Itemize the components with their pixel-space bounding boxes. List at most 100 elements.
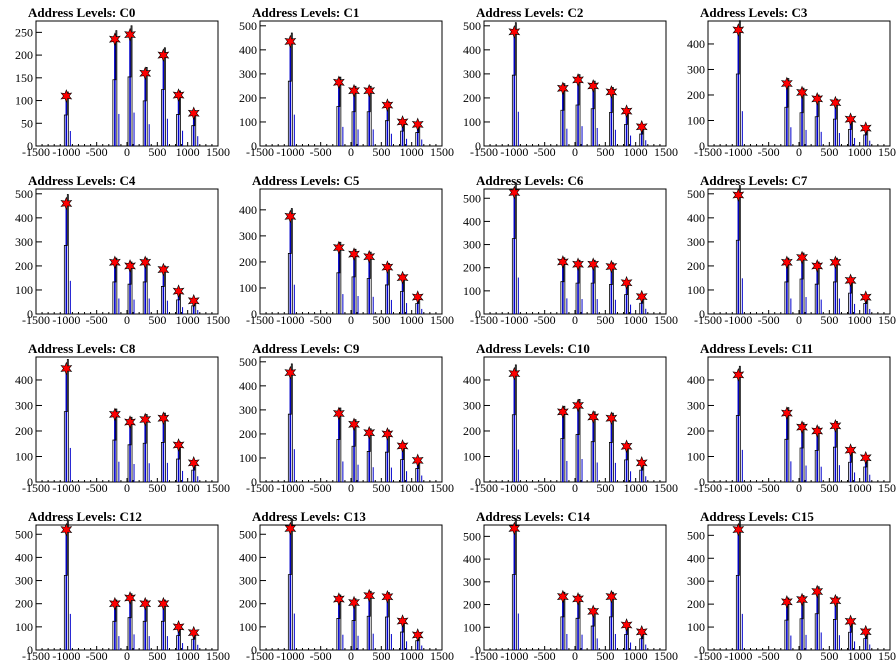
y-tick-label: 0: [475, 475, 481, 489]
y-tick-label: 200: [15, 48, 33, 62]
x-tick-label: -1000: [52, 649, 80, 663]
peak-marker: [411, 117, 424, 132]
peak-group: [139, 412, 152, 482]
y-tick-label: 500: [687, 187, 705, 201]
peak-marker: [508, 185, 521, 200]
peak-group: [60, 194, 73, 314]
peak-marker: [381, 589, 394, 604]
peak-group: [620, 439, 633, 482]
chart-title: Address Levels: C7: [700, 173, 808, 188]
x-tick-label: -1000: [500, 145, 528, 159]
peak-group: [859, 290, 872, 314]
x-tick-label: 500: [820, 313, 838, 327]
peak-marker: [411, 628, 424, 642]
peak-marker: [284, 521, 297, 536]
x-tick-label: 1000: [400, 481, 424, 495]
histogram-bin-outline: [799, 252, 805, 314]
peak-group: [139, 596, 152, 650]
y-tick-label: 0: [475, 643, 481, 657]
y-tick-label: 500: [239, 355, 257, 369]
histogram-bin-outline: [287, 363, 293, 482]
peak-marker: [363, 83, 376, 98]
x-tick-label: 0: [796, 649, 802, 663]
x-tick-label: -1000: [500, 649, 528, 663]
x-tick-label: 1000: [848, 145, 872, 159]
y-tick-label: 200: [687, 597, 705, 611]
y-tick-label: 200: [463, 598, 481, 612]
x-tick-label: -1000: [276, 649, 304, 663]
peak-group: [587, 604, 600, 650]
y-tick-label: 200: [463, 424, 481, 438]
x-tick-label: 0: [348, 481, 354, 495]
peak-marker: [332, 406, 345, 421]
histogram-bin-outline: [560, 83, 566, 146]
peak-marker: [411, 290, 424, 304]
peak-group: [572, 73, 584, 146]
histogram-bin-outline: [112, 30, 118, 146]
histogram-bin-outline: [784, 78, 790, 146]
x-tick-label: 500: [148, 481, 166, 495]
peak-marker: [605, 411, 618, 426]
x-tick-label: 500: [372, 649, 390, 663]
y-tick-label: 300: [239, 574, 257, 588]
chart-title: Address Levels: C12: [28, 509, 142, 524]
peak-marker: [108, 255, 121, 270]
x-tick-label: 500: [372, 481, 390, 495]
chart-panel-8: Address Levels: C8 0 100 200 300 400 -1500 -100…: [0, 336, 230, 504]
peak-marker: [108, 596, 121, 611]
peak-group: [829, 95, 842, 146]
chart-svg: 0 100 200 300 400 -1500-1000 -500 0 500 1000 1500: [463, 356, 678, 495]
peak-group: [396, 270, 409, 314]
y-tick-label: 0: [251, 643, 257, 657]
chart-title: Address Levels: C4: [28, 173, 136, 188]
peak-group: [796, 85, 808, 146]
chart-svg: 0 50 100 150 200 250 -1500 -1000 -500 0 500 1000 150…: [15, 20, 230, 159]
peak-marker: [572, 73, 584, 87]
peak-group: [556, 255, 569, 314]
peak-group: [780, 595, 793, 650]
peak-marker: [157, 596, 170, 611]
histogram-bin-outline: [384, 592, 390, 650]
chart-svg: 0 100 200 300 400 500 -1500 -1000 -500 0 500 1000 15…: [687, 185, 896, 327]
peak-group: [859, 450, 872, 482]
x-tick-label: -500: [534, 145, 556, 159]
peak-marker: [556, 405, 569, 419]
peak-marker: [411, 453, 424, 468]
peak-group: [381, 589, 394, 650]
histogram-bin-outline: [127, 593, 133, 650]
y-tick-label: 400: [463, 43, 481, 57]
histogram-bin-outline: [814, 426, 820, 482]
peak-marker: [635, 119, 648, 134]
x-tick-label: 1500: [430, 313, 454, 327]
peak-group: [635, 624, 648, 650]
y-tick-label: 200: [463, 261, 481, 275]
peak-group: [796, 420, 808, 482]
histogram-bin-outline: [832, 596, 838, 650]
peak-marker: [139, 596, 152, 611]
chart-panel-7: Address Levels: C7 0 100 200 300 400 500 -1500-…: [672, 168, 896, 336]
peak-marker: [60, 522, 73, 537]
peak-marker: [348, 247, 360, 261]
chart-svg: 0 100 200 300 400 -1500-1000 -500 0 500 1000 1500: [15, 356, 230, 495]
histogram-bin-outline: [336, 407, 342, 482]
peak-marker: [508, 521, 521, 536]
y-tick-label: 200: [239, 597, 257, 611]
histogram-bin-outline: [608, 412, 614, 482]
chart-panel-3: Address Levels: C3 0 100 200 300 400 -1500 -100…: [672, 0, 896, 168]
x-tick-label: 0: [124, 481, 130, 495]
x-tick-label: -500: [534, 313, 556, 327]
x-tick-label: 0: [572, 481, 578, 495]
histogram-bin-outline: [799, 87, 805, 146]
chart-svg: 0 100 200 300 400 -1500-1000 -500 0 500 1000 1500: [239, 188, 454, 327]
x-tick-label: -500: [534, 481, 556, 495]
y-tick-label: 100: [463, 620, 481, 634]
chart-panel-5: Address Levels: C5 0 100 200 300 400 -1500 -100…: [224, 168, 454, 336]
peak-marker: [396, 270, 409, 285]
peak-marker: [620, 275, 633, 290]
x-tick-label: 1000: [400, 649, 424, 663]
x-tick-label: -1000: [52, 145, 80, 159]
peak-marker: [780, 595, 793, 609]
peak-marker: [811, 584, 824, 599]
histogram-bin-outline: [832, 420, 838, 482]
y-tick-label: 300: [463, 238, 481, 252]
